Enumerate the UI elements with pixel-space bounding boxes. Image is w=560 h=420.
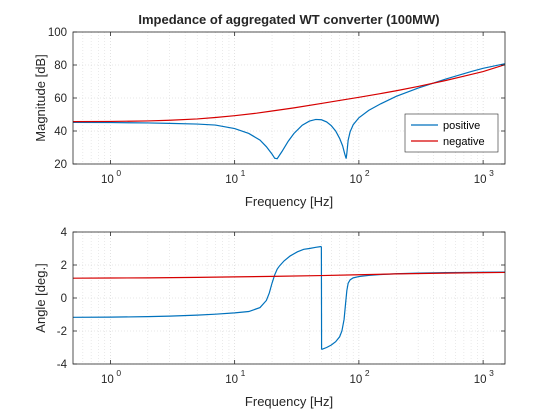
ticks — [73, 231, 505, 365]
x-tick-label-exponent: 3 — [489, 168, 494, 178]
y-tick-label: 20 — [54, 159, 67, 171]
x-tick-label: 10 — [474, 374, 487, 386]
x-tick-label: 10 — [474, 174, 487, 186]
x-axis-label: Frequency [Hz] — [245, 194, 333, 209]
y-tick-label: 80 — [54, 60, 67, 72]
y-tick-label: 100 — [48, 27, 67, 39]
x-tick-label-exponent: 2 — [365, 368, 370, 378]
y-tick-label: 40 — [54, 126, 67, 138]
y-tick-label: 2 — [61, 260, 67, 272]
legend-label-negative: negative — [443, 136, 485, 148]
ticks — [73, 31, 505, 165]
x-tick-label: 10 — [101, 374, 114, 386]
x-tick-label-exponent: 2 — [365, 168, 370, 178]
series-line-positive-1 — [73, 245, 322, 318]
y-axis-label: Magnitude [dB] — [33, 54, 48, 141]
legend-label-positive: positive — [443, 120, 480, 132]
y-tick-label: 0 — [61, 293, 67, 305]
legend-box — [404, 113, 499, 153]
series-line-positive — [73, 63, 505, 160]
y-tick-label: 60 — [54, 93, 67, 105]
series-line-negative — [73, 64, 505, 123]
x-tick-label-exponent: 0 — [116, 168, 121, 178]
y-tick-label: -4 — [57, 359, 68, 371]
legend: positive negative — [404, 113, 499, 153]
x-tick-label-exponent: 0 — [116, 368, 121, 378]
y-tick-label: 4 — [61, 227, 68, 239]
x-tick-label-exponent: 3 — [489, 368, 494, 378]
y-axis-label: Angle [deg.] — [33, 263, 48, 332]
y-tick-label: -2 — [57, 326, 67, 338]
series-line-negative — [73, 271, 505, 279]
series-group — [73, 245, 505, 351]
x-tick-label: 10 — [349, 374, 362, 386]
x-tick-label: 10 — [225, 374, 238, 386]
x-tick-label: 10 — [225, 174, 238, 186]
chart-title: Impedance of aggregated WT converter (10… — [138, 12, 439, 27]
x-tick-label: 10 — [349, 174, 362, 186]
x-axis-label: Frequency [Hz] — [245, 394, 333, 409]
x-tick-label-exponent: 1 — [241, 368, 246, 378]
x-tick-label: 10 — [101, 174, 114, 186]
x-tick-label-exponent: 1 — [241, 168, 246, 178]
series-group — [73, 63, 505, 160]
